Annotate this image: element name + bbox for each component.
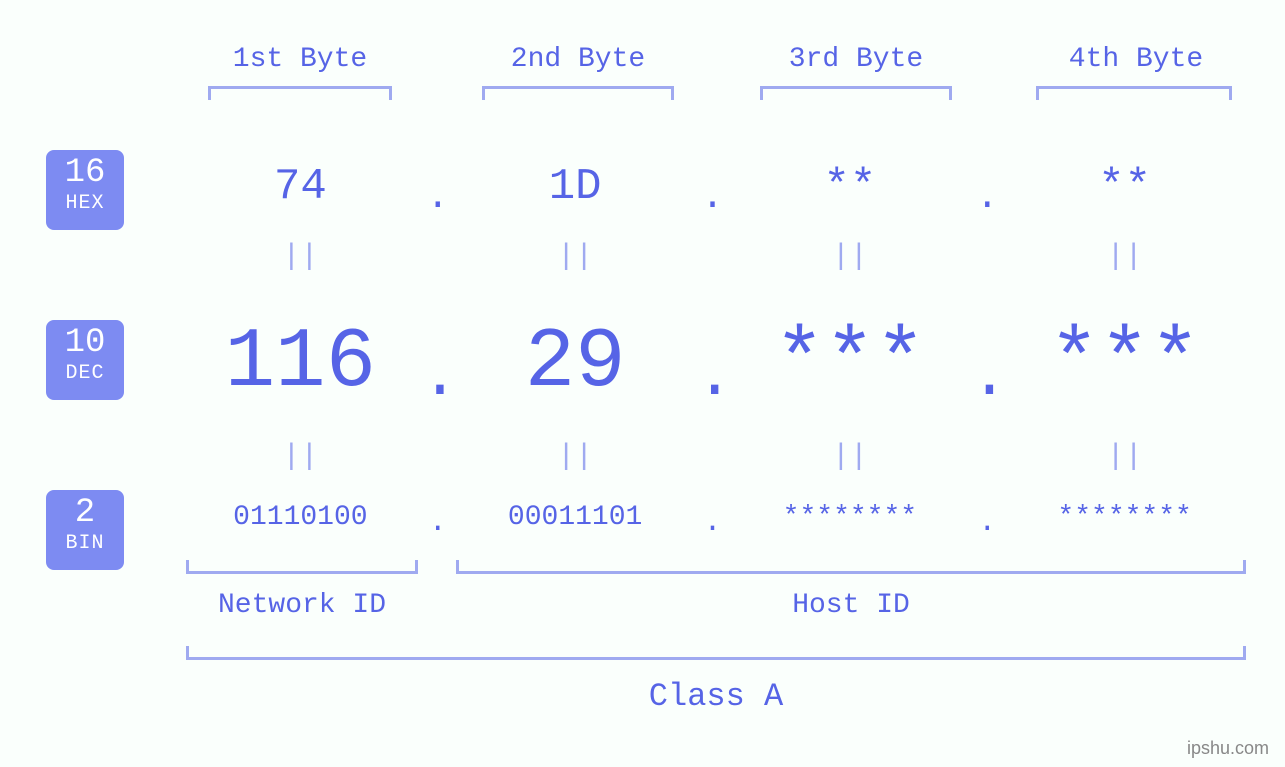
base-txt-bin: BIN [46,532,124,555]
dot: . [421,506,455,540]
watermark: ipshu.com [1187,738,1269,759]
byte-header-1: 1st Byte [233,44,367,75]
top-bracket-1 [208,86,392,100]
class-label: Class A [649,678,783,715]
hex-byte-1: 74 [180,162,421,212]
eq: || [1004,240,1245,274]
top-bracket-3 [760,86,952,100]
dot: . [970,176,1004,219]
eq: || [180,240,421,274]
base-num-dec: 10 [46,326,124,360]
dec-byte-3: *** [730,316,971,411]
hex-byte-3: ** [730,162,971,212]
eq: || [455,240,696,274]
network-id-label: Network ID [218,590,386,621]
base-badge-dec: 10 DEC [46,320,124,400]
eq: || [730,240,971,274]
dec-byte-4: *** [1004,316,1245,411]
byte-header-2: 2nd Byte [511,44,645,75]
class-bracket [186,646,1246,660]
dot: . [970,506,1004,540]
dot: . [421,176,455,219]
network-id-bracket [186,560,418,574]
base-num-bin: 2 [46,496,124,530]
dot: . [696,342,730,414]
eq: || [455,440,696,474]
eq: || [180,440,421,474]
byte-header-4: 4th Byte [1069,44,1203,75]
dec-byte-1: 116 [180,316,421,411]
hex-row: 74 . 1D . ** . ** [180,162,1245,212]
eq: || [1004,440,1245,474]
top-bracket-4 [1036,86,1232,100]
base-badge-bin: 2 BIN [46,490,124,570]
top-bracket-2 [482,86,674,100]
base-num-hex: 16 [46,156,124,190]
bin-byte-1: 01110100 [180,502,421,533]
dot: . [970,342,1004,414]
eq: || [730,440,971,474]
dot: . [696,176,730,219]
hex-byte-4: ** [1004,162,1245,212]
base-txt-dec: DEC [46,362,124,385]
base-txt-hex: HEX [46,192,124,215]
dot: . [696,506,730,540]
dec-byte-2: 29 [455,316,696,411]
host-id-label: Host ID [792,590,910,621]
bin-byte-2: 00011101 [455,502,696,533]
byte-header-3: 3rd Byte [789,44,923,75]
bin-byte-3: ******** [730,502,971,533]
dot: . [421,342,455,414]
bin-row: 01110100 . 00011101 . ******** . *******… [180,500,1245,534]
equals-row-1: || || || || [180,240,1245,274]
equals-row-2: || || || || [180,440,1245,474]
bin-byte-4: ******** [1004,502,1245,533]
base-badge-hex: 16 HEX [46,150,124,230]
hex-byte-2: 1D [455,162,696,212]
dec-row: 116 . 29 . *** . *** [180,316,1245,411]
host-id-bracket [456,560,1246,574]
